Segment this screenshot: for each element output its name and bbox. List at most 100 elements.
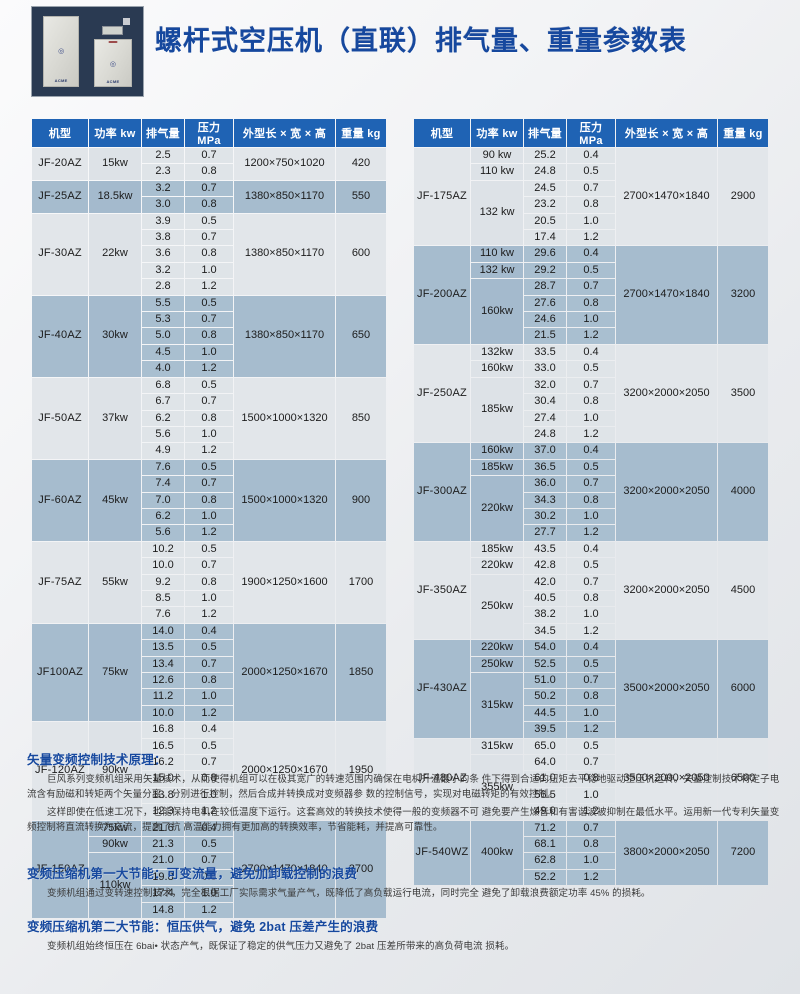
cell-pressure: 0.4 [567,541,615,558]
cell-pressure: 0.7 [567,673,615,689]
cell-pressure: 1.2 [185,705,233,722]
cell-flow: 2.3 [142,164,184,180]
cell-flow: 20.5 [524,213,566,230]
cell-pressure: 0.4 [567,344,615,361]
section-paragraph: 这样即使在低速工况下，也能保持电机在较低温度下运行。这套高效的转换技术使得一般的… [27,807,780,833]
left-spec-table-container: 机型 功率 kw 排气量 压力 MPa 外型长 × 宽 × 高 重量 kg JF… [31,118,387,919]
cell-pressure: 1.0 [567,607,615,623]
cell-pressure: 1.0 [567,410,615,426]
cell-flow: 24.5 [524,180,566,197]
cell-pressure: 0.8 [567,771,615,787]
cell-pressure: 0.8 [185,771,233,787]
cell-pressure: 1.2 [567,869,615,886]
cell-flow: 39.5 [524,722,566,738]
right-table-body: JF-175AZ 90 kw 25.2 0.4 2700×1470×1840 2900 11… [414,148,768,886]
cell-pressure: 0.7 [567,476,615,492]
cell-flow: 38.2 [524,607,566,623]
cell-flow: 7.6 [142,607,184,623]
cell-dimensions: 3200×2000×2050 [616,344,717,443]
section-heading: 变频压缩机第一大节能：可变流量，避免加卸载控制的浪费 [27,867,358,881]
col-header-model: 机型 [32,119,88,147]
cell-flow: 52.2 [524,869,566,886]
table-row: JF-150AZ 75kw 21.6 0.4 2700×1470×1840 2700 [32,820,386,919]
cell-pressure: 0.4 [567,246,615,262]
table-row: 6.2 0.8 [32,410,386,426]
cell-weight: 1700 [336,541,386,623]
table-row: 39.5 1.2 [414,722,768,738]
cell-flow: 3.9 [142,213,184,230]
cell-pressure: 1.0 [185,344,233,361]
table-row: 3.6 0.8 [32,246,386,262]
cell-dimensions: 1380×850×1170 [234,213,335,295]
cell-weight: 6500 [718,738,768,820]
table-row: 3.2 1.0 [32,262,386,279]
cell-flow: 62.8 [524,853,566,869]
cell-weight: 2900 [718,148,768,246]
cell-flow: 3.6 [142,246,184,262]
col-header-weight: 重量 kg [336,119,386,147]
cell-pressure: 1.0 [567,213,615,230]
cell-power: 75kw [89,623,141,722]
cell-power: 15kw [89,148,141,180]
table-row: 90kw 21.3 0.5 [32,837,386,853]
table-row: JF-480AZ 315kw 65.0 0.5 3500×2000×2050 6500 [414,738,768,820]
page-title: 螺杆式空压机（直联）排气量、重量参数表 [155,26,687,57]
cell-flow: 37.0 [524,443,566,459]
cell-power: 90kw [89,837,141,853]
cell-flow: 21.6 [142,820,184,837]
table-row: 4.0 1.2 [32,361,386,377]
cell-pressure: 0.7 [185,656,233,672]
table-row: 49.0 1.2 [414,804,768,820]
cell-pressure: 1.0 [185,508,233,525]
cell-model: JF-200AZ [414,246,470,344]
cell-power: 185kw [471,459,523,476]
table-row: 30.2 1.0 [414,508,768,525]
cell-dimensions: 1200×750×1020 [234,148,335,180]
cell-flow: 65.0 [524,738,566,755]
cell-pressure: 0.5 [185,738,233,755]
table-row: JF-120AZ 90kw 16.8 0.4 2000×1250×1670 1950 [32,722,386,820]
cell-power: 37kw [89,377,141,459]
cell-flow: 24.8 [524,426,566,443]
table-header-row: 机型 功率 kw 排气量 压力 MPa 外型长 × 宽 × 高 重量 kg [32,119,386,147]
cell-power: 160kw [471,361,523,377]
cell-pressure: 0.7 [185,476,233,492]
cell-power: 75kw [89,820,141,837]
cell-dimensions: 1380×850×1170 [234,180,335,213]
table-row: 12.6 0.8 [32,673,386,689]
cell-weight: 4500 [718,541,768,640]
cell-power: 400kw [471,820,523,886]
cell-pressure: 1.2 [567,426,615,443]
cell-power: 132 kw [471,180,523,246]
table-row: 9.2 0.8 [32,574,386,590]
cell-pressure: 0.5 [567,459,615,476]
cell-weight: 2700 [336,820,386,919]
cell-power: 18.5kw [89,180,141,213]
section-energy-saving-1: 变频压缩机第一大节能：可变流量，避免加卸载控制的浪费 变频机组通过变转速控制技术… [27,863,787,904]
cell-weight: 650 [336,295,386,377]
status-indicator [123,17,131,25]
cell-pressure: 1.0 [185,886,233,902]
cell-flow: 43.5 [524,541,566,558]
table-row: 220kw 42.8 0.5 [414,558,768,574]
cell-power: 315kw [471,738,523,755]
cell-power: 160kw [471,279,523,344]
table-row: 30.4 0.8 [414,394,768,410]
cell-pressure: 1.0 [185,426,233,443]
table-row: 13.8 1.0 [32,787,386,804]
cell-flow: 3.8 [142,230,184,246]
cell-power: 30kw [89,295,141,377]
cell-pressure: 0.7 [567,180,615,197]
cell-power: 185kw [471,541,523,558]
cell-weight: 900 [336,459,386,541]
cell-power: 132 kw [471,262,523,279]
cell-dimensions: 2700×1470×1840 [616,148,717,246]
cell-weight: 1950 [336,722,386,820]
table-row: 315kw 51.0 0.7 [414,673,768,738]
cell-flow: 34.5 [524,623,566,640]
table-row: 160kw 33.0 0.5 [414,361,768,377]
cell-flow: 8.5 [142,590,184,607]
cell-pressure: 0.8 [567,197,615,213]
table-row: 27.4 1.0 [414,410,768,426]
